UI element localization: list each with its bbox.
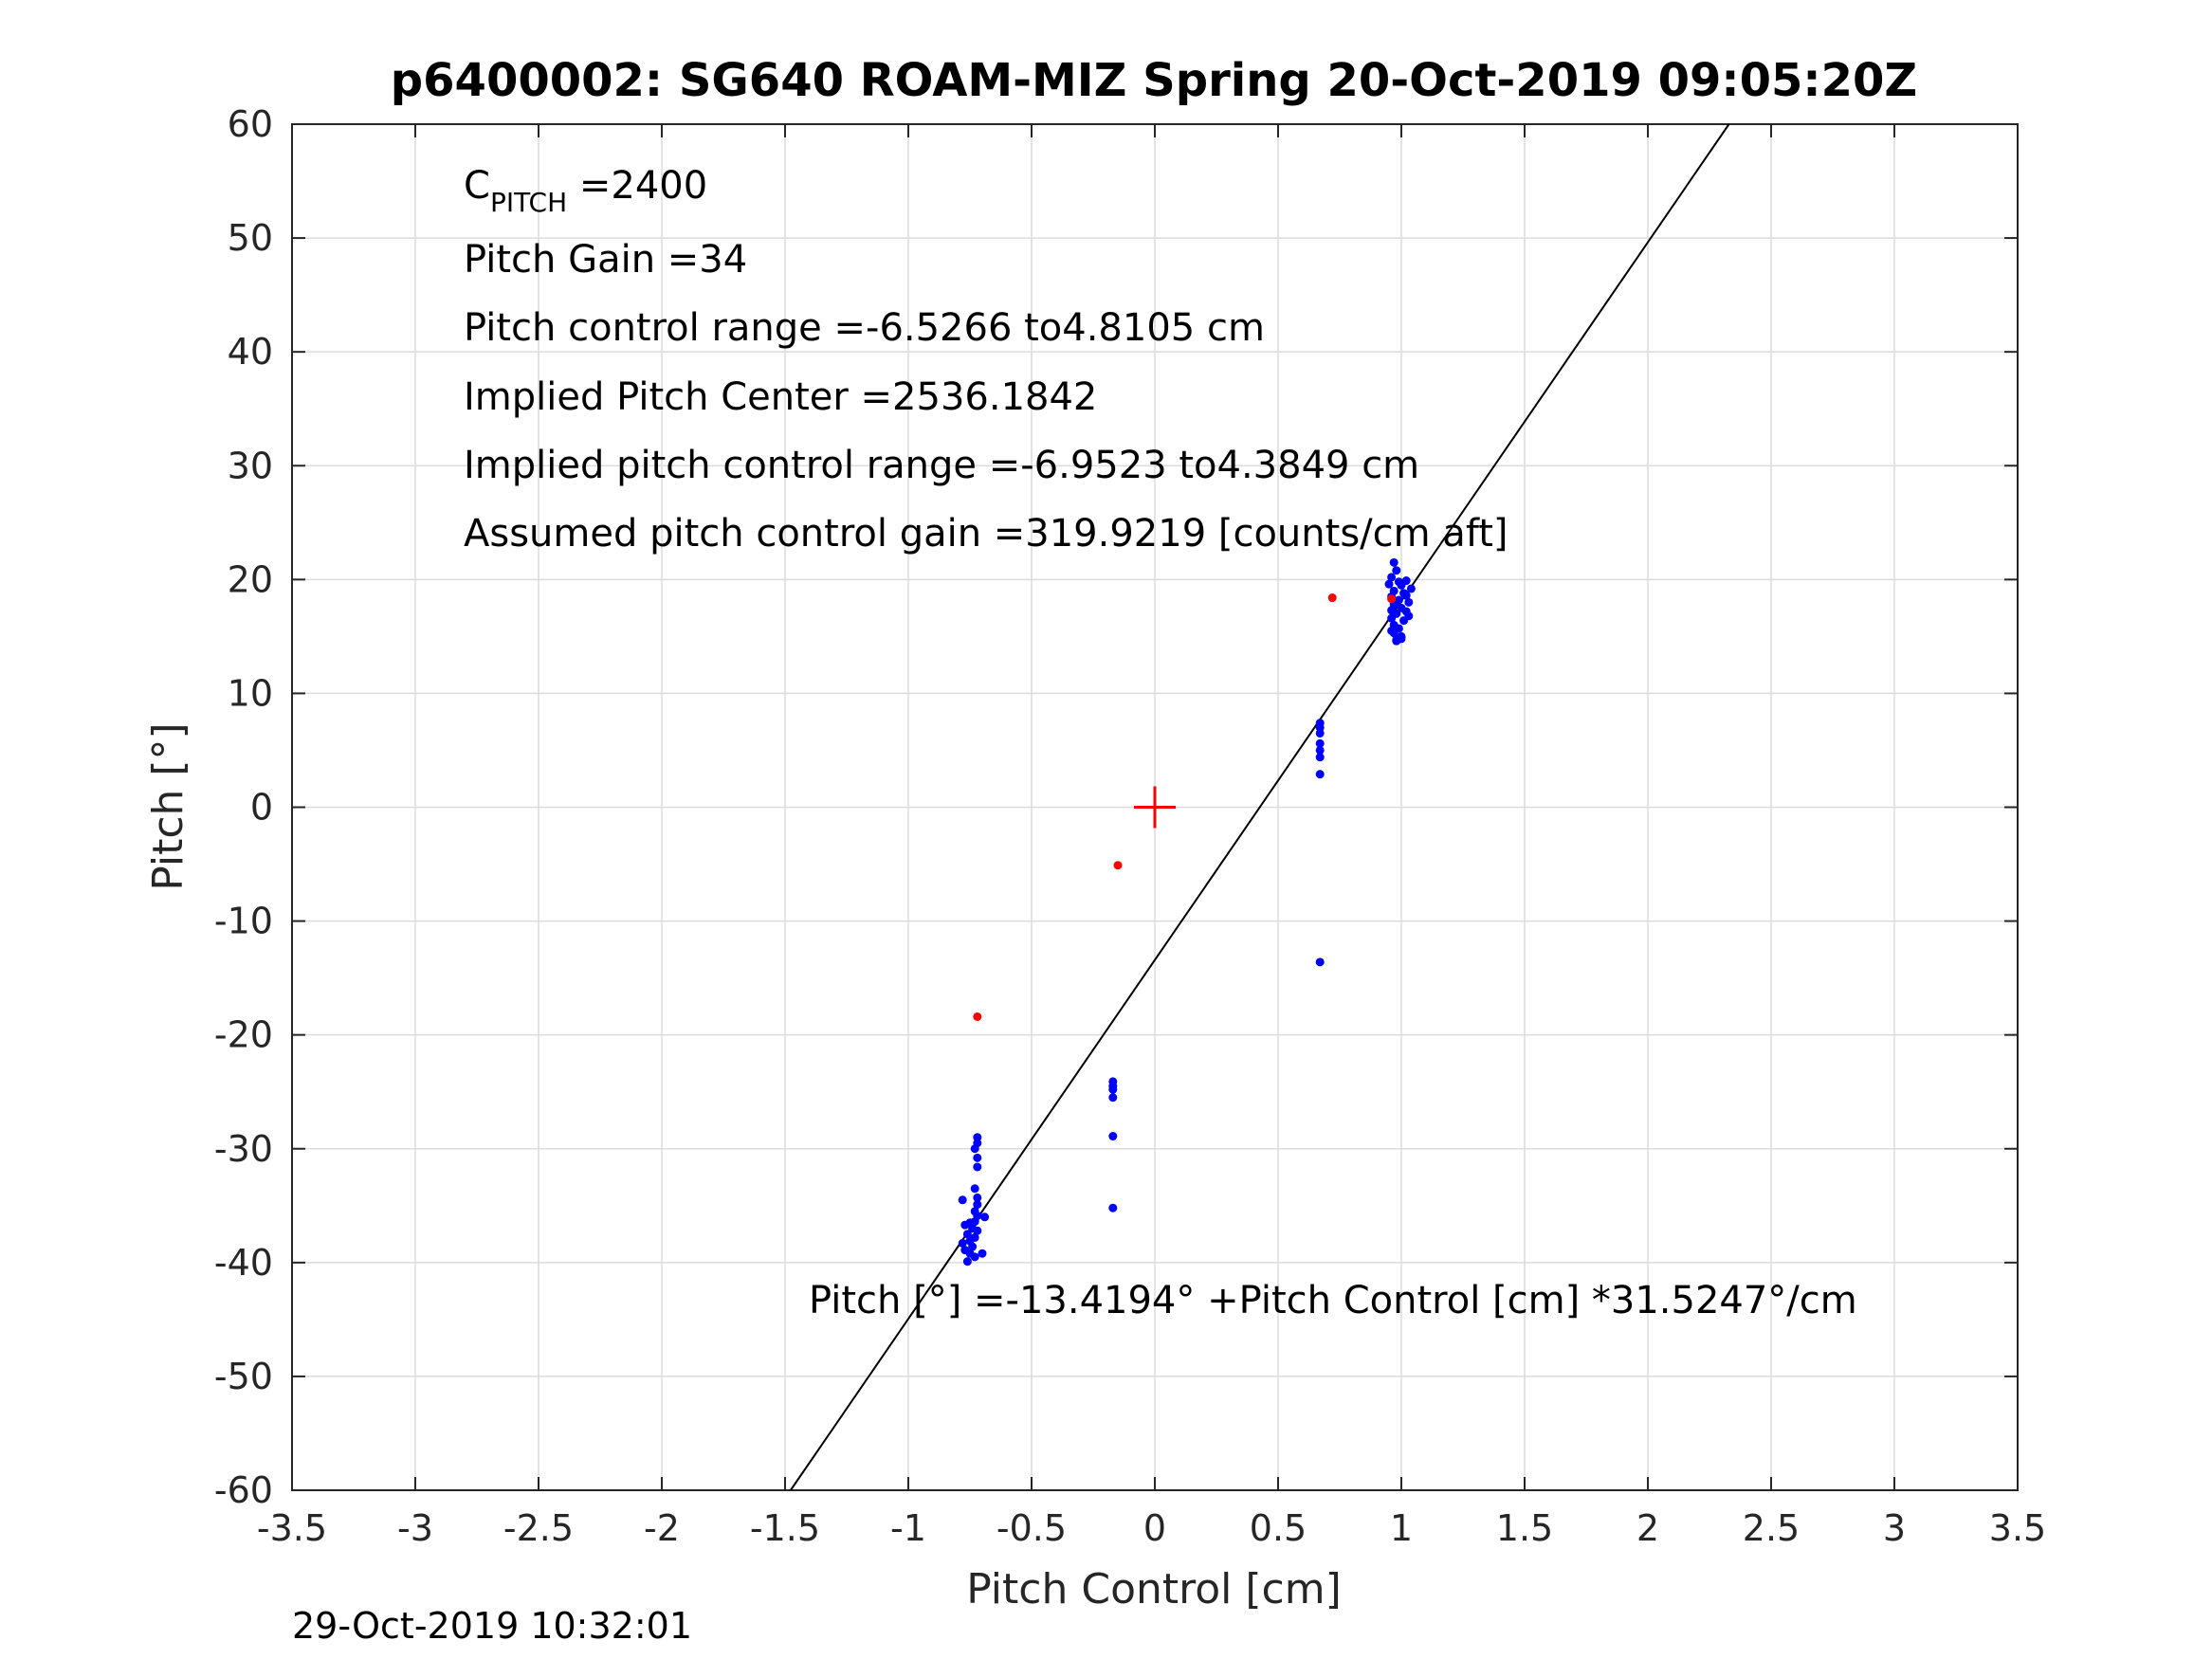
data-points — [958, 557, 1416, 1267]
blue-data-point — [1108, 1203, 1118, 1212]
x-tick-label: -0.5 — [996, 1507, 1067, 1549]
blue-data-point — [958, 1195, 967, 1205]
axis-ticks — [291, 123, 2019, 1491]
blue-data-point — [978, 1249, 987, 1258]
blue-data-point — [1389, 557, 1398, 567]
red-data-point — [1387, 594, 1397, 604]
y-tick-label: -60 — [214, 1469, 273, 1511]
blue-data-point — [973, 1226, 982, 1235]
blue-data-point — [962, 1230, 972, 1239]
blue-data-point — [968, 1242, 978, 1251]
x-axis-label: Pitch Control [cm] — [966, 1565, 1342, 1613]
x-tick-label: 3 — [1883, 1507, 1906, 1549]
fit-line-group — [790, 123, 1730, 1491]
blue-data-point — [958, 1238, 967, 1248]
implied-center-annotation: Implied Pitch Center =2536.1842 — [464, 375, 1097, 419]
x-tick-labels: -3.5 -3 -2.5 -2 -1.5 -1 -0.5 0 0.5 1 1.5 2 2.5 3 3.5 — [257, 1507, 2046, 1549]
blue-data-point — [1108, 1085, 1118, 1094]
y-tick-label: 0 — [250, 787, 273, 829]
blue-data-point — [1315, 728, 1325, 738]
implied-range-annotation: Implied pitch control range =-6.9523 to4… — [464, 444, 1419, 487]
blue-data-point — [973, 1153, 982, 1162]
blue-data-point — [1392, 566, 1401, 575]
x-tick-label: 0 — [1143, 1507, 1166, 1549]
blue-data-point — [1108, 1132, 1118, 1141]
x-tick-label: -2 — [644, 1507, 680, 1549]
chart-title: p6400002: SG640 ROAM-MIZ Spring 20-Oct-2… — [391, 54, 1917, 107]
x-tick-label: 2.5 — [1743, 1507, 1800, 1549]
blue-data-point — [973, 1200, 982, 1210]
blue-data-point — [1404, 597, 1414, 607]
footer-timestamp: 29-Oct-2019 10:32:01 — [292, 1605, 692, 1647]
red-data-point — [973, 1012, 982, 1021]
blue-data-point — [970, 1184, 979, 1194]
blue-data-point — [1315, 957, 1325, 967]
x-tick-label: 2 — [1636, 1507, 1659, 1549]
fit-line — [790, 123, 1730, 1491]
blue-data-point — [1315, 753, 1325, 762]
blue-data-point — [1315, 745, 1325, 755]
blue-data-point — [1315, 770, 1325, 779]
x-tick-label: 1 — [1390, 1507, 1413, 1549]
red-data-point — [1113, 861, 1123, 870]
y-tick-label: -50 — [214, 1356, 273, 1397]
grid-lines — [291, 123, 2019, 1491]
y-tick-label: 10 — [228, 672, 273, 714]
c-pitch-annotation: CPITCH =2400 — [464, 164, 707, 218]
y-tick-labels: 60 50 40 30 20 10 0 -10 -20 -30 -40 -50 -60 — [214, 103, 273, 1511]
blue-data-point — [960, 1220, 970, 1230]
blue-data-point — [973, 1162, 982, 1172]
blue-data-point — [1387, 606, 1397, 615]
y-tick-label: -40 — [214, 1242, 273, 1284]
assumed-gain-annotation: Assumed pitch control gain =319.9219 [co… — [464, 512, 1508, 556]
x-tick-label: 1.5 — [1496, 1507, 1553, 1549]
blue-data-point — [970, 1252, 979, 1262]
blue-data-point — [962, 1257, 972, 1267]
y-tick-label: -10 — [214, 901, 273, 942]
x-tick-label: -3 — [397, 1507, 433, 1549]
pitch-gain-annotation: Pitch Gain =34 — [464, 238, 747, 282]
red-data-point — [1327, 593, 1337, 603]
blue-data-point — [1401, 576, 1411, 586]
blue-data-point — [1315, 738, 1325, 748]
y-tick-label: 40 — [228, 331, 273, 373]
blue-data-point — [1397, 634, 1406, 644]
c-pitch-value: =2400 — [567, 164, 707, 208]
fit-equation-annotation: Pitch [°] =-13.4194° +Pitch Control [cm]… — [809, 1279, 1857, 1322]
x-tick-label: -3.5 — [257, 1507, 327, 1549]
y-tick-label: -20 — [214, 1014, 273, 1056]
control-range-annotation: Pitch control range =-6.5266 to4.8105 cm — [464, 306, 1265, 350]
c-pitch-subscript: PITCH — [490, 187, 567, 218]
c-pitch-main: C — [464, 164, 490, 208]
x-tick-label: -1 — [890, 1507, 926, 1549]
x-tick-label: -1.5 — [750, 1507, 820, 1549]
y-tick-label: 50 — [228, 217, 273, 259]
y-tick-label: 30 — [228, 445, 273, 486]
blue-data-point — [970, 1144, 979, 1154]
x-tick-label: -2.5 — [503, 1507, 574, 1549]
blue-data-point — [1387, 613, 1397, 623]
blue-data-point — [1108, 1093, 1118, 1103]
blue-data-point — [1387, 573, 1397, 582]
blue-data-point — [1387, 626, 1397, 635]
blue-data-point — [980, 1212, 990, 1222]
blue-data-point — [1401, 591, 1411, 600]
y-axis-label: Pitch [°] — [144, 722, 192, 890]
y-tick-label: -30 — [214, 1128, 273, 1170]
blue-data-point — [1404, 611, 1414, 621]
blue-data-point — [1406, 584, 1416, 593]
center-marker-group — [1134, 786, 1176, 829]
y-tick-label: 20 — [228, 558, 273, 600]
y-tick-label: 60 — [228, 103, 273, 145]
x-tick-label: 0.5 — [1250, 1507, 1307, 1549]
x-tick-label: 3.5 — [1989, 1507, 2046, 1549]
blue-data-point — [1384, 579, 1394, 589]
blue-data-point — [973, 1193, 982, 1202]
